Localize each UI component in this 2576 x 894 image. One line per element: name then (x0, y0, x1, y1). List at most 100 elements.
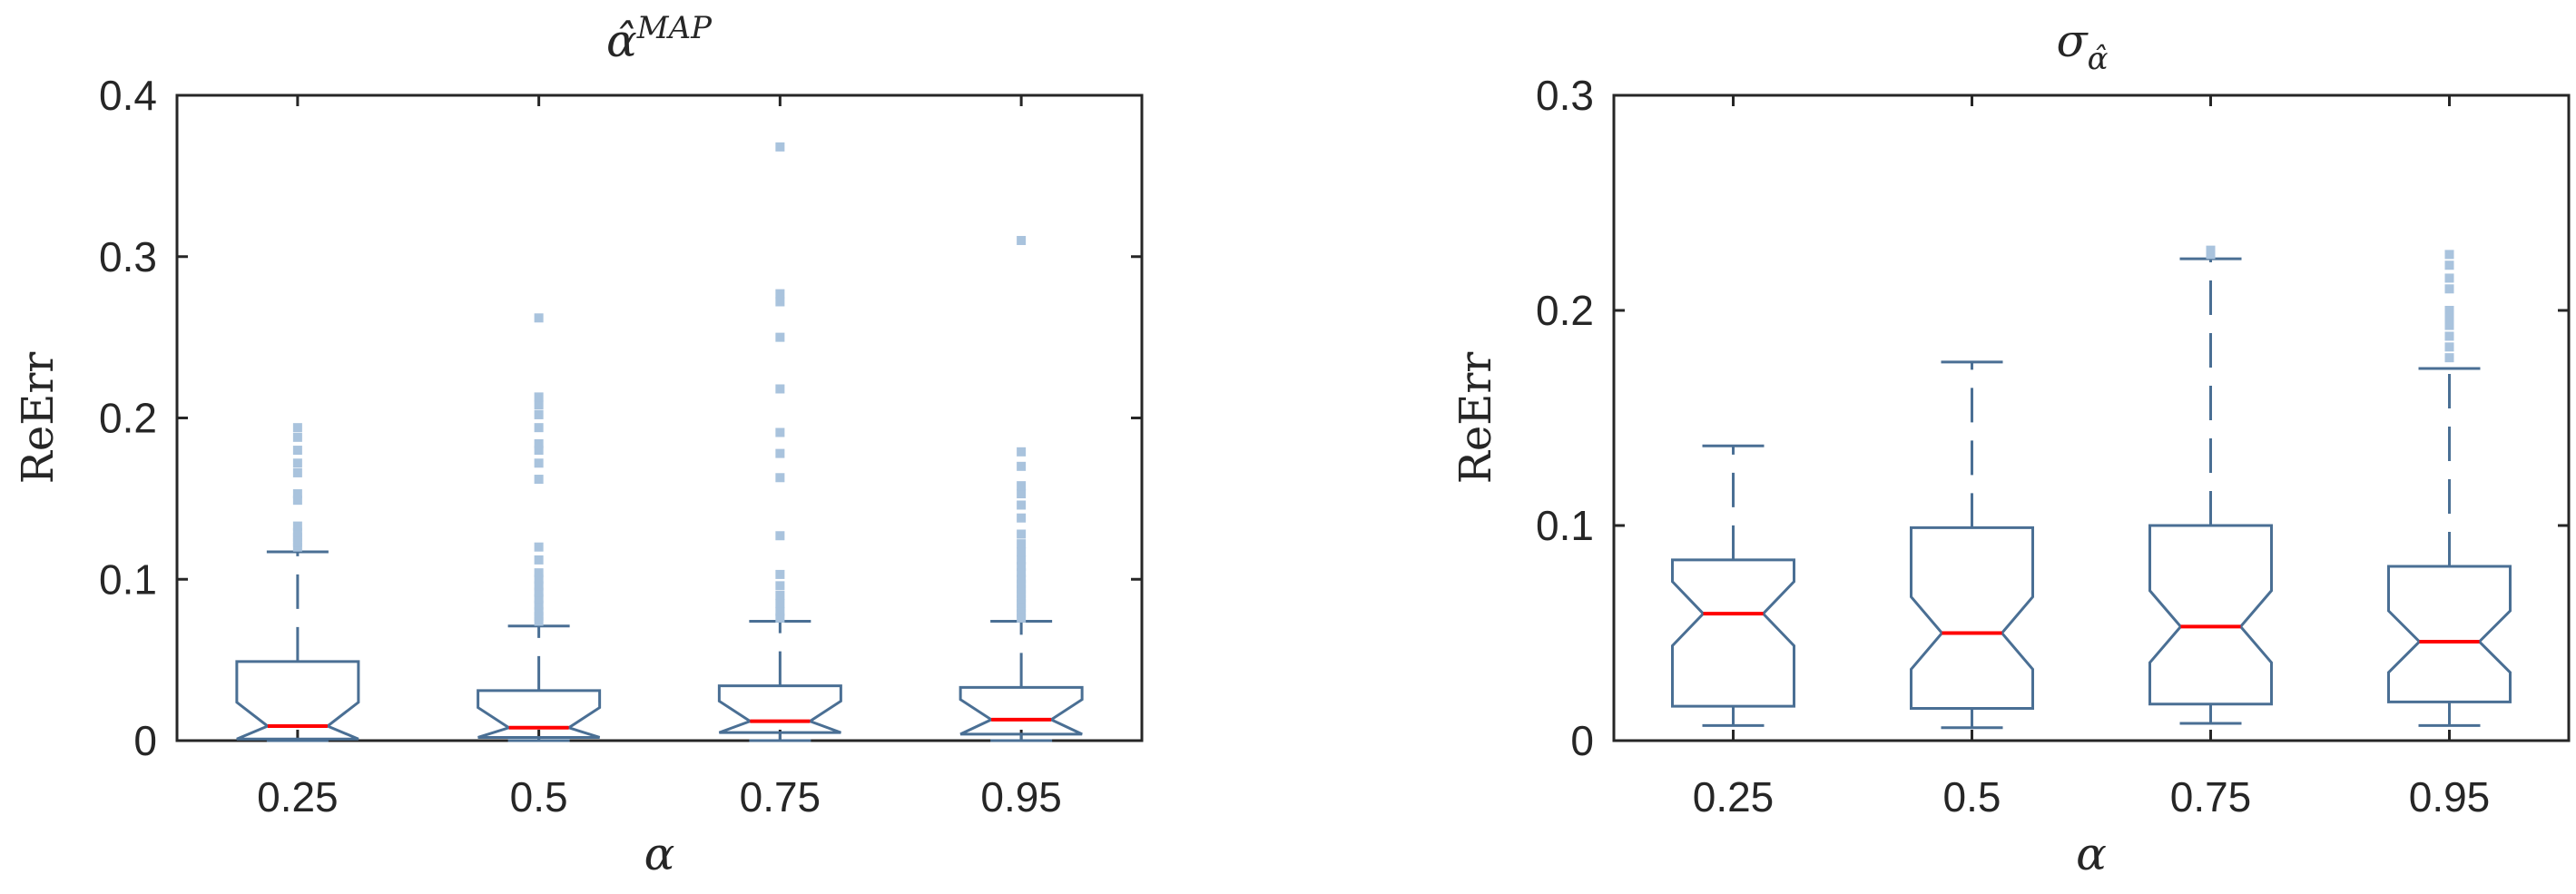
outlier-point (534, 423, 544, 433)
outlier-point (534, 612, 544, 622)
y-tick-label: 0.3 (1536, 72, 1594, 119)
outlier-point (292, 489, 302, 499)
outlier-point (1017, 579, 1027, 589)
chart-title: α̂MAP (606, 10, 713, 67)
y-tick-label: 0.1 (99, 555, 157, 603)
outlier-point (1017, 594, 1027, 604)
outlier-point (1017, 447, 1027, 457)
outlier-point (534, 555, 544, 565)
outlier-point (2444, 320, 2454, 330)
outlier-point (1017, 604, 1027, 614)
outlier-point (534, 438, 544, 448)
outlier-point (1017, 589, 1027, 599)
chart-title-main: σ (2056, 15, 2089, 67)
outlier-point (775, 473, 785, 483)
outlier-point (534, 587, 544, 597)
outlier-point (2444, 353, 2454, 363)
outlier-point (534, 458, 544, 468)
x-tick-label: 0.95 (980, 773, 1062, 820)
box-body (235, 660, 360, 741)
box-body (477, 689, 602, 739)
outlier-point (1017, 481, 1027, 491)
outlier-point (1017, 235, 1027, 245)
x-tick-label: 0.5 (510, 773, 568, 820)
outlier-point (1017, 584, 1027, 594)
outlier-point (2444, 284, 2454, 294)
outlier-point (534, 475, 544, 485)
box-body (2148, 524, 2273, 706)
plot-area-frame (1612, 93, 2571, 742)
box-0.5 (1910, 360, 2034, 730)
outlier-point (292, 521, 302, 531)
outlier-point (2444, 331, 2454, 341)
outlier-point (1017, 513, 1027, 523)
outlier-point (2444, 250, 2454, 260)
box-body (1671, 558, 1795, 708)
y-tick-label: 0 (133, 717, 157, 764)
y-axis-label: ReErr (1450, 352, 1501, 485)
outlier-point (292, 432, 302, 442)
outlier-point (534, 568, 544, 578)
box-body (717, 684, 842, 734)
chart-title-subscript: α̂ (2088, 41, 2109, 77)
outlier-point (534, 446, 544, 456)
outlier-point (2444, 306, 2454, 315)
chart-title-superscript: MAP (636, 10, 713, 46)
outlier-point (2444, 312, 2454, 322)
outlier-point (534, 600, 544, 610)
y-tick-label: 0.3 (99, 233, 157, 280)
outlier-point (534, 392, 544, 402)
x-tick-label: 0.25 (1693, 773, 1775, 820)
outlier-point (534, 542, 544, 552)
outlier-point (1017, 575, 1027, 585)
y-axis-label: ReErr (13, 352, 64, 485)
outlier-point (1017, 613, 1027, 623)
right-chart-panel: 0 0.1 0.2 0.3 0.25 0.5 0.75 0.95 ReErr α σα̂ (1450, 15, 2571, 880)
outlier-point (775, 384, 785, 394)
outlier-point (1017, 461, 1027, 471)
chart-title: σα̂ (2056, 15, 2108, 77)
outlier-point (1017, 539, 1027, 549)
x-axis-label: α (2076, 828, 2107, 880)
outlier-point (775, 332, 785, 342)
box-0.95 (2387, 250, 2512, 727)
outlier-point (1017, 500, 1027, 510)
outlier-point (534, 606, 544, 616)
outlier-point (292, 527, 302, 537)
outlier-point (534, 575, 544, 585)
box-body (959, 685, 1084, 736)
outlier-point (1017, 547, 1027, 557)
outlier-point (775, 613, 785, 623)
left-chart-panel: 0 0.1 0.2 0.3 0.4 0.25 0.5 0.75 0.95 ReErr α α̂MAP (13, 10, 1144, 880)
outlier-point (775, 591, 785, 601)
y-tick-label: 0.1 (1536, 502, 1594, 549)
outlier-point (775, 297, 785, 307)
box-0.25 (235, 423, 360, 742)
outlier-point (292, 533, 302, 543)
outlier-point (292, 537, 302, 547)
chart-title-main: α̂ (606, 15, 637, 67)
outlier-point (775, 427, 785, 437)
x-tick-label: 0.95 (2409, 773, 2491, 820)
box-body (1910, 526, 2034, 710)
outlier-point (1017, 568, 1027, 578)
y-tick-label: 0.2 (99, 395, 157, 442)
outlier-point (292, 467, 302, 477)
outlier-point (534, 581, 544, 591)
box-0.75 (2148, 245, 2273, 725)
outlier-point (534, 313, 544, 323)
outlier-point (534, 616, 544, 626)
box-0.95 (959, 235, 1084, 742)
outlier-point (775, 448, 785, 458)
outlier-point (292, 458, 302, 468)
outlier-point (1017, 608, 1027, 618)
outlier-point (534, 409, 544, 419)
outlier-point (534, 594, 544, 604)
outlier-point (2206, 245, 2216, 255)
outlier-point (2444, 342, 2454, 352)
x-tick-label: 0.5 (1943, 773, 2001, 820)
outlier-point (292, 423, 302, 433)
box-0.75 (717, 142, 842, 742)
y-tick-label: 0.4 (99, 72, 157, 119)
